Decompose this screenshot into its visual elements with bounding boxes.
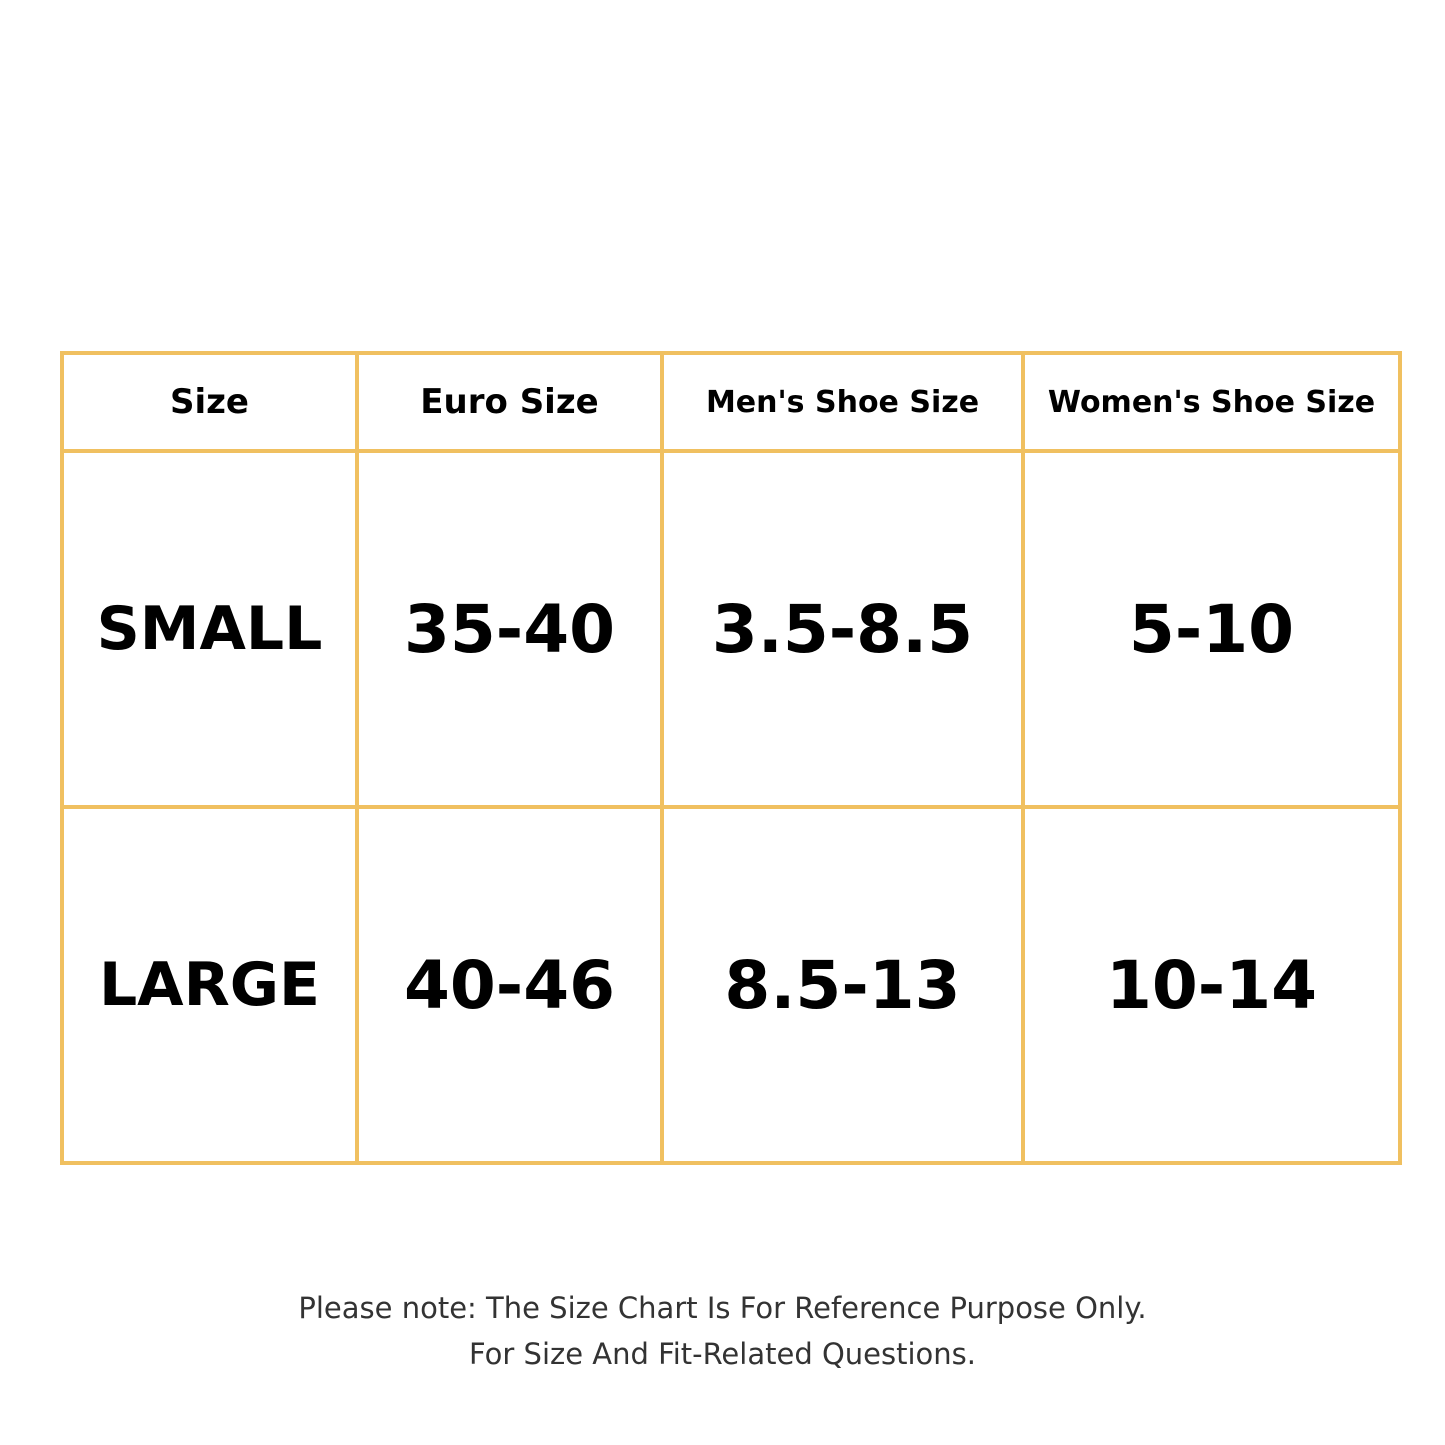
row: SMALL 35-40 3.5-8.5 5-10: [60, 449, 1402, 809]
header-cell: Size: [60, 351, 359, 453]
header-cell: Women's Shoe Size: [1021, 351, 1402, 453]
row: LARGE 40-46 8.5-13 10-14: [60, 805, 1402, 1165]
cell: 5-10: [1021, 449, 1402, 809]
cell: 8.5-13: [660, 805, 1025, 1165]
header-cell: Men's Shoe Size: [660, 351, 1025, 453]
header-row: Size Euro Size Men's Shoe Size Women's S…: [60, 351, 1402, 453]
note: Please note: The Size Chart Is For Refer…: [0, 1285, 1445, 1377]
size-table: Size Euro Size Men's Shoe Size Women's S…: [60, 351, 1402, 1165]
cell: 35-40: [355, 449, 664, 809]
cell: 3.5-8.5: [660, 449, 1025, 809]
cell: SMALL: [60, 449, 359, 809]
note-line: For Size And Fit-Related Questions.: [469, 1337, 976, 1371]
note-line: Please note: The Size Chart Is For Refer…: [298, 1291, 1147, 1325]
cell: 40-46: [355, 805, 664, 1165]
header-cell: Euro Size: [355, 351, 664, 453]
cell: LARGE: [60, 805, 359, 1165]
cell: 10-14: [1021, 805, 1402, 1165]
